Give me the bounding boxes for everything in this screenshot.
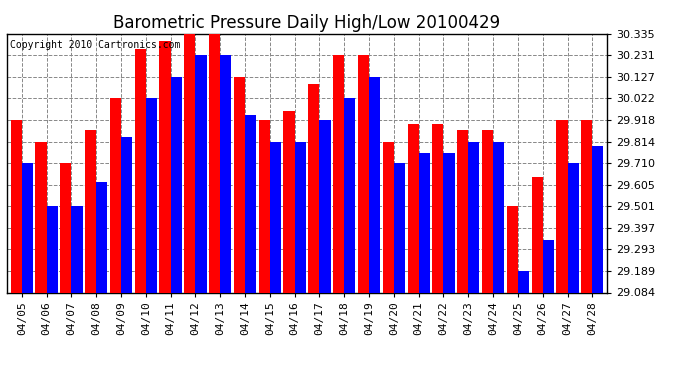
Bar <box>195 55 206 292</box>
Bar <box>184 34 195 292</box>
Bar <box>85 130 96 292</box>
Bar <box>319 120 331 292</box>
Bar <box>284 111 295 292</box>
Bar <box>493 141 504 292</box>
Bar <box>469 141 480 292</box>
Bar <box>394 163 405 292</box>
Bar <box>567 163 579 292</box>
Bar <box>333 55 344 292</box>
Bar <box>209 34 220 292</box>
Bar <box>135 49 146 292</box>
Bar <box>419 153 430 292</box>
Bar <box>308 84 319 292</box>
Bar <box>531 177 543 292</box>
Bar <box>234 77 245 292</box>
Bar <box>259 120 270 292</box>
Bar <box>506 206 518 292</box>
Title: Barometric Pressure Daily High/Low 20100429: Barometric Pressure Daily High/Low 20100… <box>113 14 501 32</box>
Bar <box>457 130 469 292</box>
Bar <box>10 120 22 292</box>
Bar <box>556 120 567 292</box>
Bar <box>444 153 455 292</box>
Bar <box>518 271 529 292</box>
Bar <box>245 116 256 292</box>
Bar <box>433 124 444 292</box>
Bar <box>159 41 170 292</box>
Bar <box>383 141 394 292</box>
Bar <box>369 77 380 292</box>
Bar <box>170 77 181 292</box>
Bar <box>146 99 157 292</box>
Bar <box>22 163 33 292</box>
Bar <box>592 147 604 292</box>
Bar <box>482 130 493 292</box>
Bar <box>581 120 592 292</box>
Text: Copyright 2010 Cartronics.com: Copyright 2010 Cartronics.com <box>10 40 180 50</box>
Bar <box>71 206 83 292</box>
Bar <box>295 141 306 292</box>
Bar <box>270 141 281 292</box>
Bar <box>110 99 121 292</box>
Bar <box>121 137 132 292</box>
Bar <box>47 206 58 292</box>
Bar <box>408 124 419 292</box>
Bar <box>543 240 554 292</box>
Bar <box>96 182 108 292</box>
Bar <box>358 55 369 292</box>
Bar <box>35 141 47 292</box>
Bar <box>60 163 71 292</box>
Bar <box>220 55 231 292</box>
Bar <box>344 99 355 292</box>
